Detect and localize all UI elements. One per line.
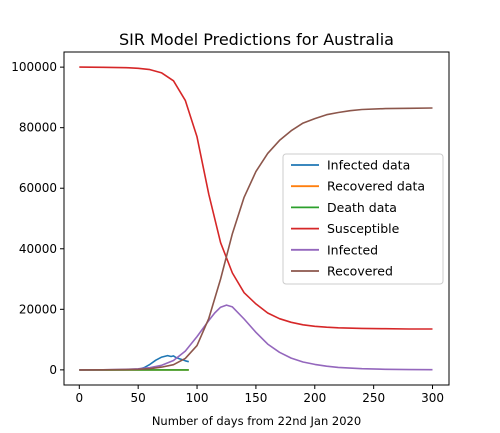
y-tick-label: 80000 xyxy=(19,121,57,135)
x-tick-label: 250 xyxy=(362,391,385,405)
legend-label: Death data xyxy=(327,200,397,215)
x-tick-label: 200 xyxy=(303,391,326,405)
y-tick-label: 100000 xyxy=(11,60,57,74)
x-axis-ticks: 0 50 100 150 200 250 300 xyxy=(75,385,444,405)
x-tick-label: 100 xyxy=(186,391,209,405)
series-line-0 xyxy=(79,354,189,371)
plot-lines xyxy=(79,66,433,371)
series-line-4 xyxy=(79,304,433,371)
x-tick-label: 300 xyxy=(421,391,444,405)
legend-box xyxy=(282,153,444,285)
chart-title: SIR Model Predictions for Australia xyxy=(119,30,394,49)
series-line-5 xyxy=(79,107,433,371)
legend-label: Infected data xyxy=(327,158,410,173)
y-axis-ticks: 0 20000 40000 60000 80000 100000 xyxy=(11,60,64,377)
y-tick-label: 20000 xyxy=(19,302,57,316)
x-tick-label: 150 xyxy=(244,391,267,405)
x-tick-label: 50 xyxy=(131,391,146,405)
legend-label: Recovered xyxy=(327,264,393,279)
x-tick-label: 0 xyxy=(75,391,83,405)
series-line-3 xyxy=(79,66,433,330)
legend-label: Infected xyxy=(327,242,378,257)
legend: Infected data Recovered data Death data Sus… xyxy=(282,153,444,285)
legend-label: Susceptible xyxy=(327,221,400,236)
y-tick-label: 40000 xyxy=(19,242,57,256)
x-axis-label: Number of days from 22nd Jan 2020 xyxy=(152,414,361,428)
axes-frame xyxy=(63,51,450,386)
y-tick-label: 0 xyxy=(49,363,57,377)
legend-label: Recovered data xyxy=(327,179,425,194)
y-tick-label: 60000 xyxy=(19,181,57,195)
